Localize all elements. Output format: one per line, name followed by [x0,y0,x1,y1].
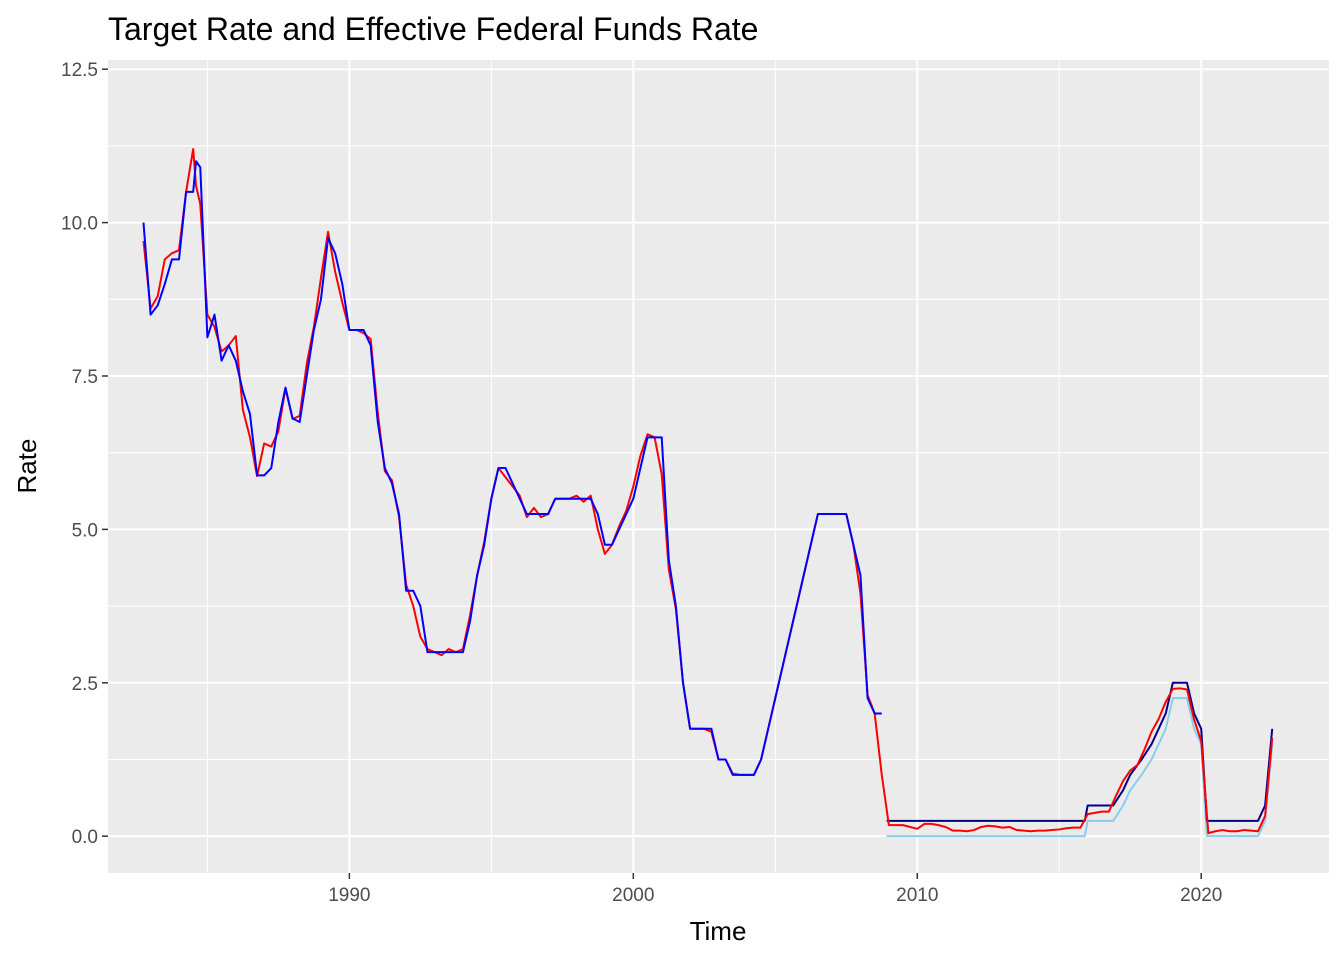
series-layer [142,147,1274,838]
y-tick-label: 7.5 [72,367,98,388]
y-tick-label: 12.5 [61,60,98,81]
chart-title: Target Rate and Effective Federal Funds … [108,11,758,47]
x-axis-title: Time [690,916,747,946]
x-tick-label: 2000 [612,885,654,906]
y-axis-title: Rate [12,439,42,494]
y-tick-label: 5.0 [72,520,98,541]
x-tick-label: 2010 [896,885,938,906]
x-tick-label: 1990 [328,885,370,906]
x-tick-label: 2020 [1180,885,1222,906]
y-tick-label: 10.0 [61,214,98,235]
plot-panel [108,60,1329,873]
series-line-lower [886,697,1274,838]
y-tick-label: 0.0 [72,827,98,848]
series-line-target [142,160,882,776]
y-tick-label: 2.5 [72,674,98,695]
series-line-upper [886,681,1274,822]
axis-ticks: 1990 2000 2010 2020 0.0 2.5 5.0 7.5 10.0 12.5 [61,60,1222,906]
